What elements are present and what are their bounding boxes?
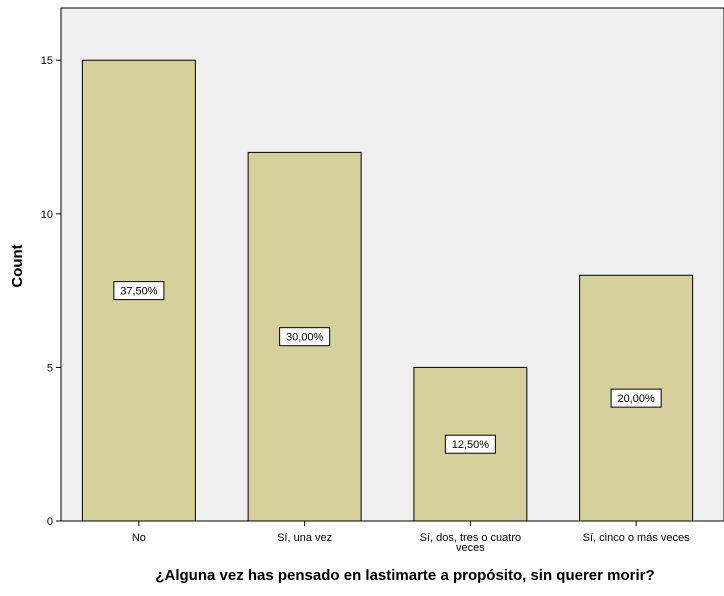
data-label-box	[610, 388, 662, 408]
data-label: 12,50%	[452, 439, 490, 451]
x-tick-label: No	[132, 532, 146, 544]
x-tick-label: Sí, una vez	[277, 532, 332, 544]
data-label-box	[444, 434, 496, 454]
x-tick-label: Sí, dos, tres o cuatro veces	[420, 532, 522, 554]
data-label-box	[279, 327, 331, 347]
data-label: 37,50%	[120, 286, 158, 298]
x-axis-title: ¿Alguna vez has pensado en lastimarte a …	[155, 567, 654, 584]
y-tick-label: 5	[47, 362, 53, 374]
x-tick-label: Sí, cinco o más veces	[583, 532, 690, 544]
y-axis-title: Count	[9, 244, 26, 287]
y-tick-label: 15	[41, 55, 53, 67]
labels-layer: 37,50% 30,00% 12,50% 20,00%	[113, 281, 662, 454]
data-label-box	[113, 281, 165, 301]
y-tick-label: 10	[41, 209, 53, 221]
axes-layer: 0 5 10 15 No Sí, una vez Sí, dos, tres o cuatr…	[41, 55, 690, 554]
data-label: 30,00%	[286, 332, 324, 344]
data-label: 20,00%	[617, 393, 655, 405]
y-tick-label: 0	[47, 516, 53, 528]
